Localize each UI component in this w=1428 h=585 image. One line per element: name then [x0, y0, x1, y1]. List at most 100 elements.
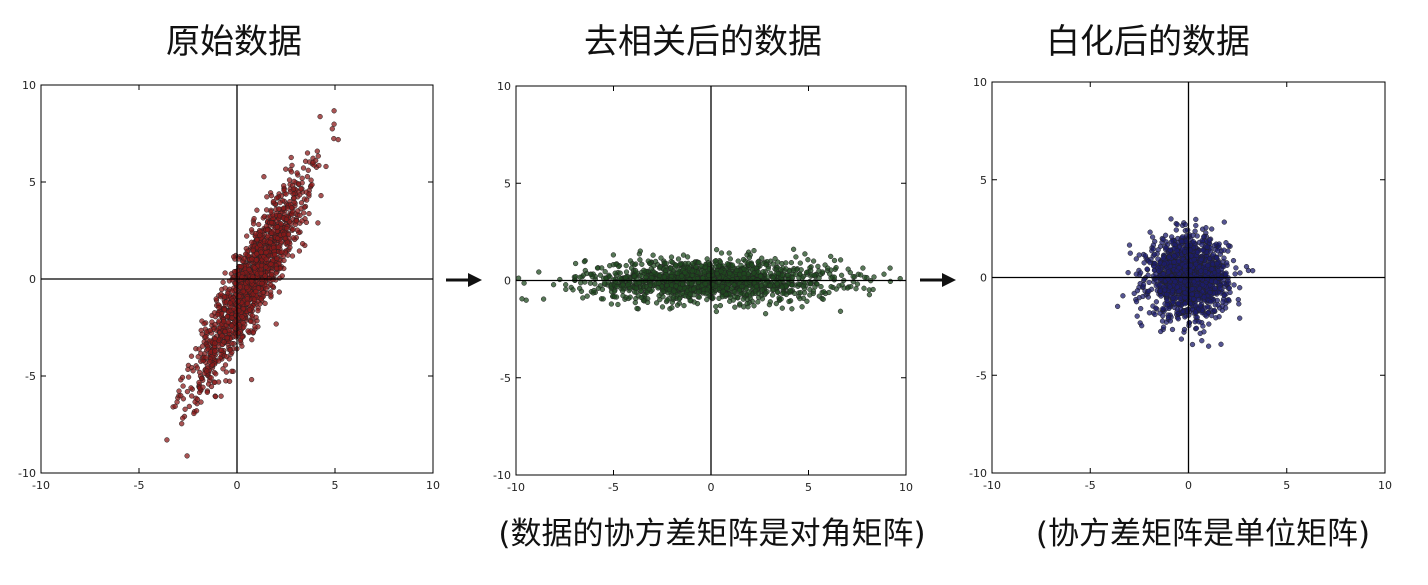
data-point: [299, 241, 306, 247]
data-point: [239, 343, 245, 349]
data-point: [1198, 256, 1204, 263]
data-point: [731, 289, 738, 295]
data-point: [1114, 303, 1121, 310]
data-point: [1136, 252, 1142, 258]
data-point: [245, 328, 251, 334]
data-point: [620, 282, 626, 288]
data-point: [229, 368, 235, 374]
data-point: [184, 453, 190, 459]
data-point: [744, 300, 750, 307]
data-point: [632, 299, 638, 306]
data-point: [1134, 313, 1140, 319]
data-point: [664, 297, 670, 303]
data-point: [828, 284, 834, 290]
y-tick-label: -5: [500, 372, 511, 385]
x-tick-label: -5: [134, 479, 145, 492]
data-point: [268, 209, 274, 215]
data-point: [1140, 282, 1147, 288]
data-point: [858, 272, 864, 278]
data-point: [638, 288, 644, 294]
data-point: [724, 261, 731, 267]
data-point: [212, 340, 218, 346]
data-point: [1181, 326, 1188, 333]
data-point: [739, 283, 745, 290]
data-point: [308, 177, 314, 183]
panel-title-original: 原始数据: [166, 22, 302, 62]
data-point: [751, 270, 757, 276]
data-point: [1166, 254, 1172, 260]
data-point: [793, 271, 799, 278]
data-point: [220, 366, 226, 372]
y-tick-label: 5: [29, 176, 36, 189]
data-point: [669, 305, 675, 311]
data-point: [1237, 285, 1243, 291]
data-point: [656, 272, 663, 279]
data-point: [1189, 341, 1196, 348]
data-point: [1221, 219, 1227, 225]
data-point: [751, 247, 757, 254]
data-point: [1168, 216, 1174, 222]
data-point: [274, 224, 280, 230]
data-point: [1165, 314, 1172, 320]
y-tick-label: -10: [18, 467, 36, 480]
data-point: [257, 232, 263, 238]
data-point: [833, 264, 839, 271]
data-point: [831, 257, 838, 264]
data-point: [802, 251, 808, 257]
data-point: [1221, 255, 1227, 261]
x-tick-label: 5: [805, 481, 812, 494]
data-point: [196, 379, 202, 386]
data-point: [281, 257, 287, 264]
data-point: [660, 288, 666, 295]
data-point: [222, 362, 229, 368]
data-point: [658, 255, 664, 261]
data-point: [216, 305, 222, 311]
data-point: [1192, 228, 1198, 234]
data-point: [775, 270, 781, 277]
data-point: [299, 175, 305, 181]
data-point: [616, 263, 622, 270]
data-point: [1160, 313, 1166, 319]
data-point: [249, 313, 256, 319]
data-point: [623, 262, 629, 269]
data-point: [296, 248, 303, 254]
data-point: [570, 287, 576, 293]
scatter-panel-2: -10 -5 0 5 10 10 5 0 -5 -10: [969, 76, 1392, 492]
data-point: [1189, 286, 1195, 292]
data-point: [1225, 297, 1232, 303]
data-point: [680, 252, 687, 258]
data-point: [597, 272, 604, 278]
caption-decorrelated: (数据的协方差矩阵是对角矩阵): [498, 516, 926, 552]
data-point: [250, 221, 257, 227]
data-point: [1167, 247, 1173, 253]
data-point: [1204, 244, 1210, 250]
data-point: [696, 289, 702, 295]
data-point: [827, 271, 833, 277]
data-point: [248, 376, 255, 383]
data-point: [601, 280, 608, 286]
data-point: [254, 251, 260, 257]
data-point: [1243, 263, 1250, 270]
data-point: [584, 293, 590, 299]
data-point: [1167, 263, 1173, 270]
data-point: [1206, 321, 1212, 327]
data-point: [837, 308, 844, 314]
data-point: [687, 291, 693, 297]
data-point: [666, 286, 673, 292]
data-point: [623, 274, 629, 281]
data-point: [1221, 292, 1227, 299]
data-point: [638, 294, 644, 301]
data-point: [1175, 300, 1181, 306]
data-point: [734, 267, 740, 274]
data-point: [231, 254, 237, 260]
data-point: [212, 348, 218, 354]
data-point: [194, 396, 201, 402]
data-point: [204, 389, 210, 395]
data-point: [221, 294, 228, 300]
data-point: [248, 318, 254, 325]
data-point: [714, 270, 720, 277]
data-point: [1152, 311, 1158, 318]
data-point: [812, 284, 818, 290]
data-point: [799, 304, 805, 310]
data-point: [1175, 258, 1181, 264]
